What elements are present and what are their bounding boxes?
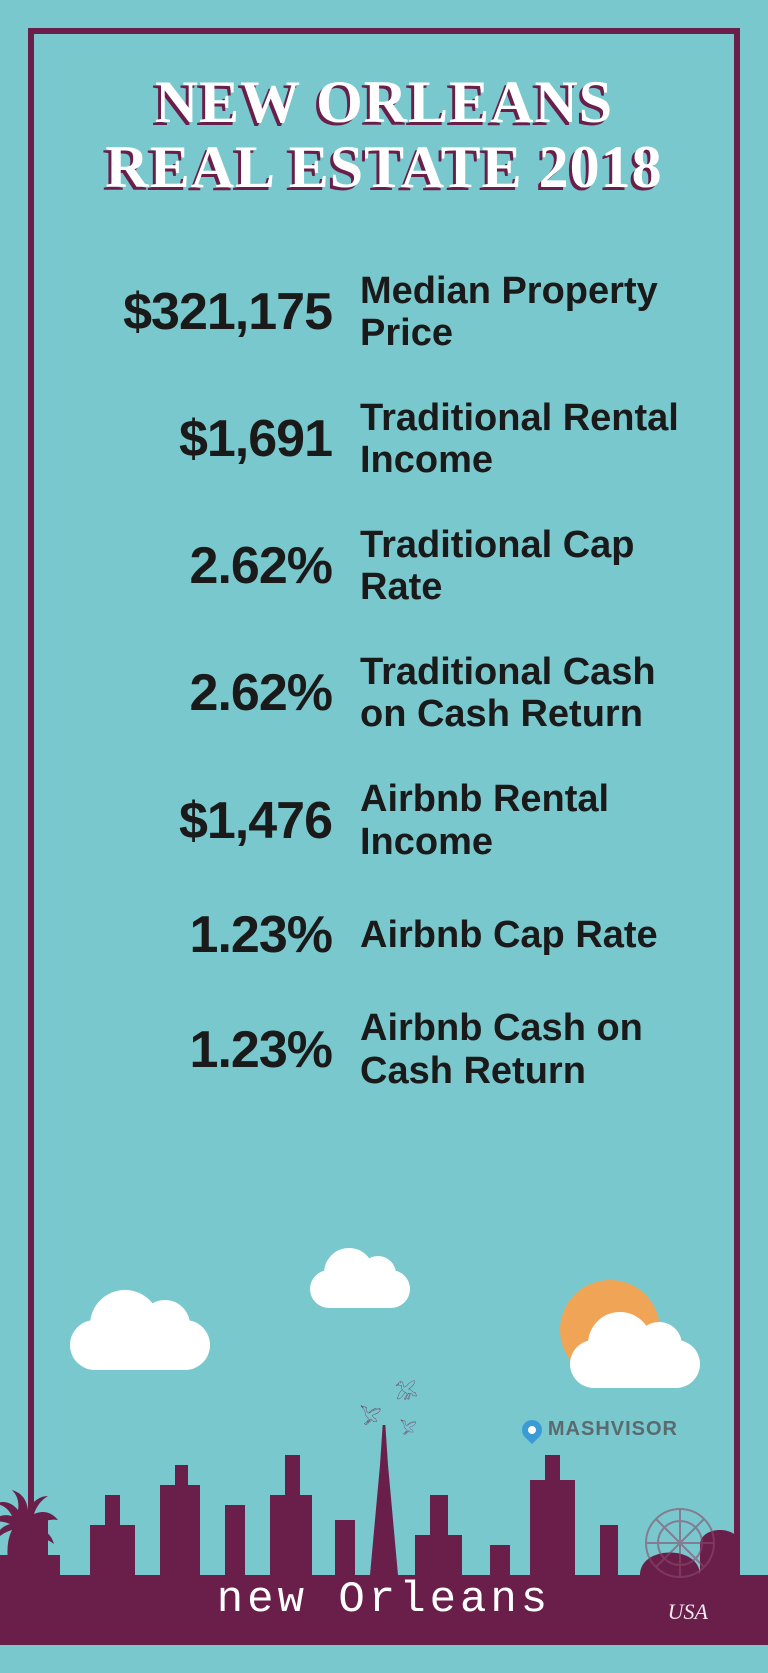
cloud-icon [310,1270,410,1308]
country-label: USA [668,1599,708,1625]
city-name: new Orleans [0,1575,768,1625]
border-frame [28,28,740,1645]
bird-icon: 𓅮 [395,1375,418,1405]
cloud-icon [70,1320,210,1370]
cloud-icon [570,1340,700,1388]
